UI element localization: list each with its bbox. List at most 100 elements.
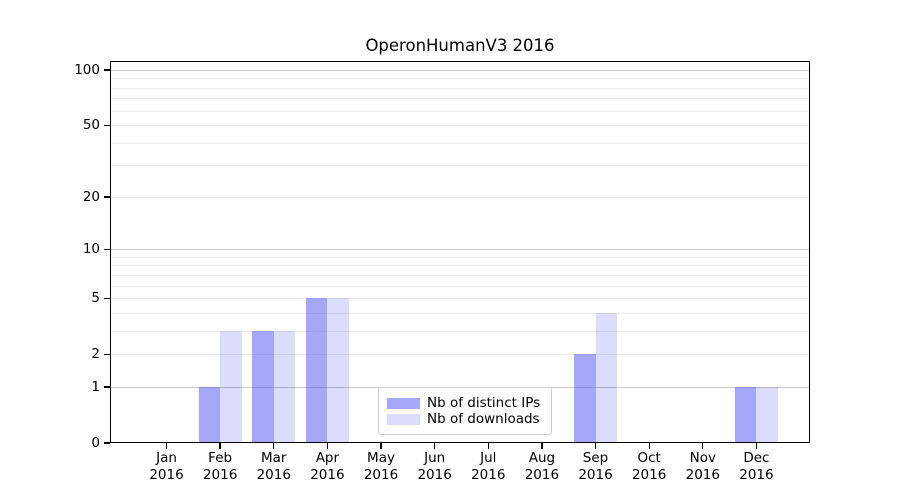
chart-title: OperonHumanV3 2016 [365,36,555,55]
bar-downloads [327,298,349,443]
bar-downloads [273,330,296,443]
x-label-month: Mar [261,450,287,466]
x-axis-tick-label: Aug 2016 [510,450,574,483]
y-axis-tick-label: 20 [82,188,100,205]
y-axis-tick [104,248,110,250]
x-axis-tick [648,443,650,449]
bar-distinct-ips [252,330,274,443]
bar-downloads [595,312,618,443]
minor-gridline [110,285,810,287]
x-label-year: 2016 [202,466,238,483]
legend-swatch-downloads [387,413,420,425]
x-label-month: Dec [743,450,770,466]
y-axis-tick [104,69,110,71]
x-label-month: Sep [582,450,609,466]
x-axis-tick [326,443,329,449]
x-axis-tick [165,443,168,449]
y-axis-tick [104,386,110,388]
x-label-month: Jul [480,450,497,466]
plot-area [110,61,810,443]
x-axis-tick [434,443,436,449]
major-gridline [110,249,810,251]
x-axis-tick-label: Dec 2016 [724,450,788,483]
x-axis-tick [487,443,489,449]
minor-gridline [110,265,810,267]
x-label-year: 2016 [417,466,452,483]
y-axis-tick-label: 50 [82,117,100,134]
x-label-year: 2016 [631,466,667,483]
x-axis-tick [273,443,275,449]
y-axis-tick-label: 100 [74,62,100,78]
x-axis-tick-label: Oct 2016 [617,450,681,483]
x-label-year: 2016 [739,466,774,483]
legend-item: Nb of downloads [387,411,543,427]
x-label-year: 2016 [471,466,506,483]
x-label-year: 2016 [685,466,720,483]
y-axis-tick-label: 2 [91,346,100,363]
minor-gridline [110,298,810,300]
bar-distinct-ips [574,354,596,443]
bar-downloads [756,386,778,443]
x-label-year: 2016 [578,466,613,483]
x-axis-tick-label: Mar 2016 [242,450,306,483]
x-label-month: Oct [637,450,661,466]
legend-item: Nb of distinct IPs [387,395,543,411]
minor-gridline [110,98,810,100]
minor-gridline [110,312,810,314]
minor-gridline [110,125,810,127]
bar-distinct-ips [305,298,328,443]
x-label-year: 2016 [310,466,345,483]
x-label-month: Apr [315,450,340,466]
x-axis-tick-label: Jan 2016 [135,450,199,483]
legend-label: Nb of distinct IPs [427,395,541,411]
x-axis-tick [219,443,221,449]
x-axis-tick [594,443,597,449]
x-label-month: Aug [528,450,556,466]
x-axis-tick-label: Sep 2016 [564,450,628,483]
legend-label: Nb of downloads [427,411,540,427]
x-label-year: 2016 [524,466,560,483]
y-axis-tick [104,353,110,355]
legend: Nb of distinct IPs Nb of downloads [378,387,552,435]
y-axis-tick-label: 10 [82,241,100,258]
y-axis-tick-label: 0 [91,435,100,451]
x-axis-tick-label: Jul 2016 [456,450,520,483]
y-axis-tick-label: 5 [91,290,100,307]
x-axis-tick [702,443,704,449]
x-label-year: 2016 [256,466,291,483]
x-axis-tick-label: Jun 2016 [403,450,467,483]
legend-swatch-distinct-ips [387,397,420,409]
x-label-year: 2016 [149,466,184,483]
minor-gridline [110,274,810,276]
bar-downloads [220,330,242,443]
y-axis-tick [104,297,110,299]
minor-gridline [110,165,810,167]
minor-gridline [110,110,810,112]
minor-gridline [110,354,810,356]
x-axis-tick-label: Feb 2016 [188,450,252,483]
y-axis-tick [104,442,110,444]
bar-distinct-ips [198,386,221,443]
x-label-month: Jun [424,450,446,466]
x-label-month: May [367,450,395,466]
x-axis-tick [541,443,543,449]
x-label-month: Jan [156,450,177,466]
x-axis-tick-label: Nov 2016 [671,450,735,483]
x-label-year: 2016 [363,466,399,483]
x-axis-tick [755,443,758,449]
minor-gridline [110,196,810,198]
x-label-month: Nov [689,450,716,466]
y-axis-tick [104,196,110,198]
minor-gridline [110,330,810,332]
bar-distinct-ips [734,386,757,443]
y-axis-tick-label: 1 [91,378,100,395]
minor-gridline [110,78,810,80]
minor-gridline [110,87,810,89]
x-axis-tick-label: Apr 2016 [295,450,359,483]
minor-gridline [110,142,810,144]
x-axis-tick-label: May 2016 [349,450,413,483]
minor-gridline [110,256,810,258]
y-axis-tick [104,124,110,126]
x-axis-tick [380,443,382,449]
